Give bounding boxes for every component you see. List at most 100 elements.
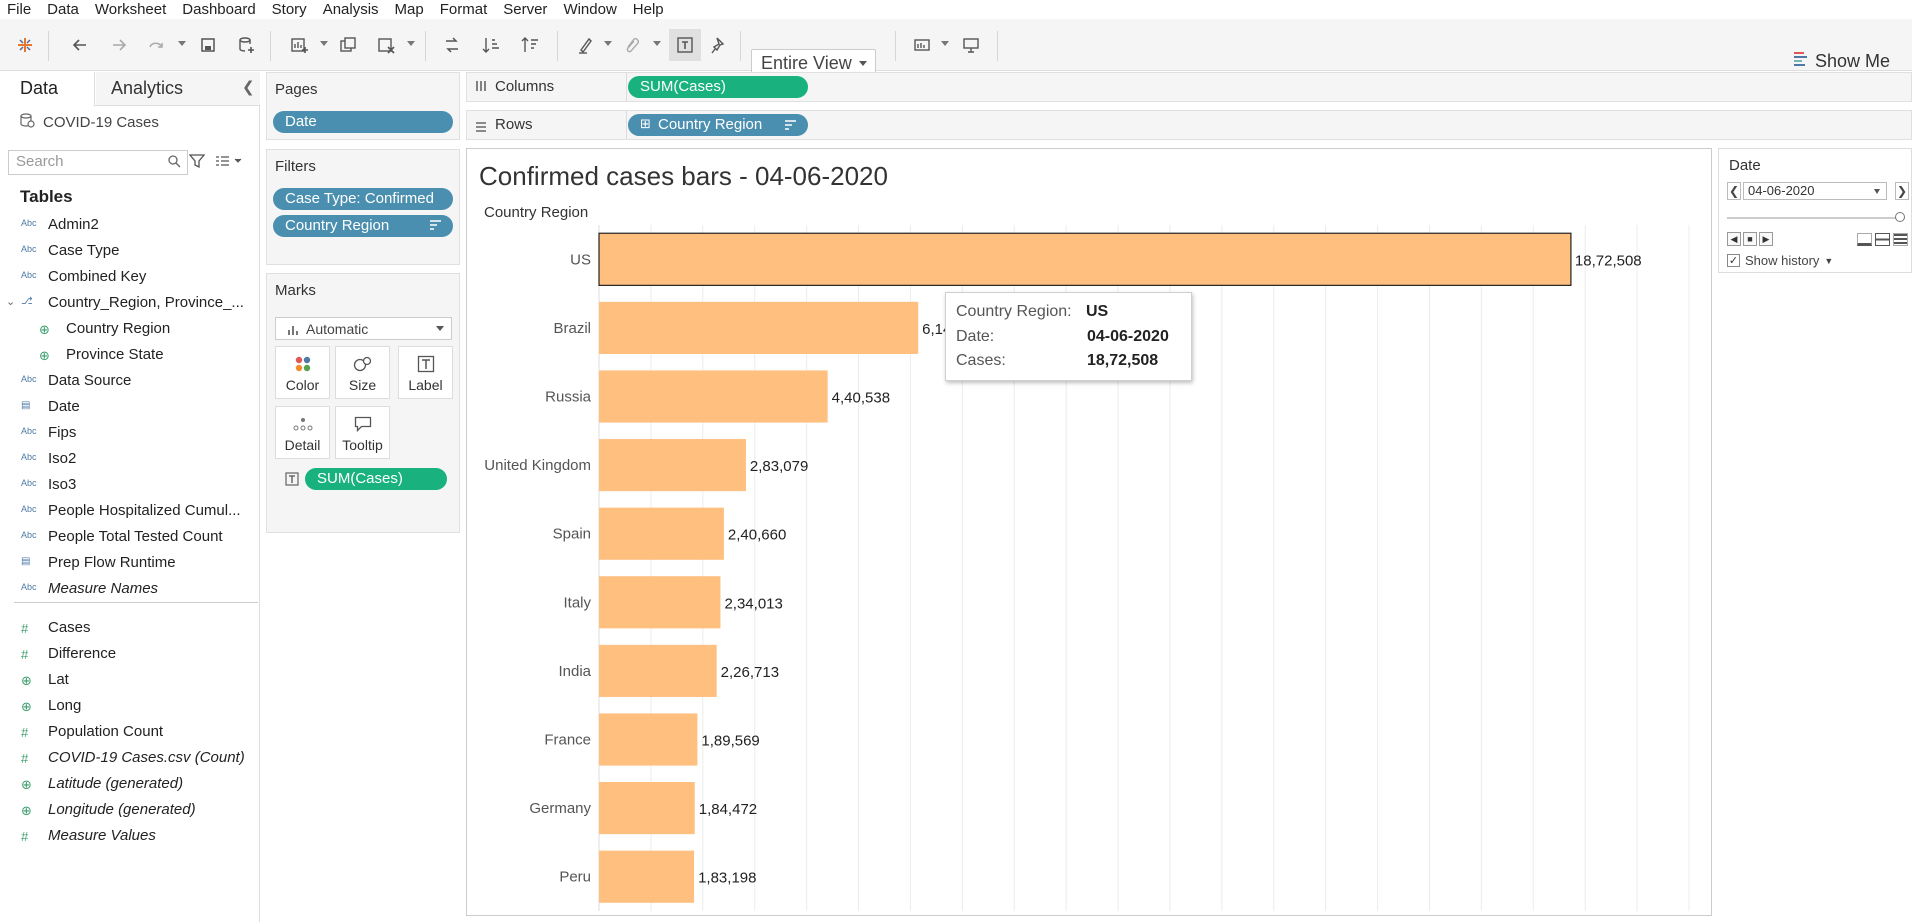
dimension-field[interactable]: Abc Data Source	[0, 371, 258, 393]
swap-rows-columns-icon[interactable]	[440, 33, 464, 57]
measure-field[interactable]: # COVID-19 Cases.csv (Count)	[0, 748, 258, 770]
filter-pill-case-type[interactable]: Case Type: Confirmed	[273, 188, 453, 210]
bar-brazil[interactable]	[599, 301, 919, 354]
tab-data[interactable]: Data	[0, 72, 95, 106]
presentation-mode-icon[interactable]	[959, 33, 983, 57]
menu-item-map[interactable]: Map	[394, 1, 424, 18]
speed-medium-icon[interactable]	[1875, 233, 1890, 246]
menu-item-help[interactable]: Help	[632, 1, 664, 18]
speed-fast-icon[interactable]	[1893, 233, 1908, 246]
bar-us[interactable]	[598, 232, 1572, 286]
dimension-field[interactable]: Abc Case Type	[0, 241, 258, 263]
marks-tooltip-button[interactable]: Tooltip	[335, 406, 390, 459]
stop-icon[interactable]: ■	[1743, 232, 1757, 246]
duplicate-sheet-icon[interactable]	[336, 33, 360, 57]
bar-russia[interactable]	[599, 370, 828, 423]
bar-spain[interactable]	[599, 507, 724, 560]
show-history-toggle[interactable]: ✓ Show history ▼	[1727, 253, 1833, 268]
menu-item-analysis[interactable]: Analysis	[322, 1, 379, 18]
measure-field[interactable]: ⊕ Long	[0, 696, 258, 718]
highlight-icon[interactable]	[574, 33, 598, 57]
measure-field[interactable]: ⊕ Longitude (generated)	[0, 800, 258, 822]
fix-axes-icon[interactable]	[707, 33, 731, 57]
search-input[interactable]: Search	[8, 150, 188, 175]
dimension-field[interactable]: Abc Fips	[0, 423, 258, 445]
bar-italy[interactable]	[599, 576, 721, 629]
sort-descending-icon[interactable]	[518, 33, 542, 57]
pages-pill-date[interactable]: Date	[273, 111, 453, 133]
sort-ascending-icon[interactable]	[479, 33, 503, 57]
dimension-field[interactable]: Abc Iso3	[0, 475, 258, 497]
measure-field[interactable]: # Difference	[0, 644, 258, 666]
category-label[interactable]: Russia	[545, 389, 592, 406]
rows-pill-country-region[interactable]: ⊞ Country Region	[628, 114, 808, 136]
filter-pill-country-region[interactable]: Country Region	[273, 215, 453, 237]
marks-label-button[interactable]: Label	[398, 346, 453, 399]
category-label[interactable]: France	[544, 732, 591, 749]
page-slider-handle[interactable]	[1895, 212, 1905, 222]
speed-slow-icon[interactable]	[1857, 233, 1872, 246]
collapse-hierarchy-icon[interactable]: ⌄	[6, 296, 16, 308]
category-label[interactable]: India	[558, 663, 591, 680]
bar-united-kingdom[interactable]	[599, 439, 746, 492]
next-page-button[interactable]: ❯	[1895, 182, 1909, 200]
collapse-pane-icon[interactable]: ❮	[242, 79, 255, 96]
marks-detail-button[interactable]: Detail	[275, 406, 330, 459]
dimension-field[interactable]: Abc People Total Tested Count	[0, 527, 258, 549]
show-mark-labels-icon[interactable]	[669, 29, 701, 61]
clear-sheet-icon[interactable]	[374, 33, 398, 57]
menu-item-format[interactable]: Format	[439, 1, 488, 18]
marks-pill-sum-cases[interactable]: SUM(Cases)	[305, 468, 447, 490]
page-select[interactable]: 04-06-2020	[1743, 182, 1887, 200]
menu-item-file[interactable]: File	[7, 1, 32, 18]
redo-dropdown-icon[interactable]	[145, 33, 169, 57]
group-members-icon[interactable]	[620, 33, 644, 57]
view-options-icon[interactable]	[215, 154, 245, 171]
dimension-field[interactable]: ▤ Prep Flow Runtime	[0, 553, 258, 575]
undo-icon[interactable]	[68, 33, 92, 57]
bar-peru[interactable]	[599, 850, 695, 903]
marks-size-button[interactable]: Size	[335, 346, 390, 399]
category-label[interactable]: Italy	[563, 594, 591, 611]
dimension-field[interactable]: ⊕ Country Region	[0, 319, 258, 341]
menu-item-worksheet[interactable]: Worksheet	[94, 1, 167, 18]
columns-pill-sum-cases[interactable]: SUM(Cases)	[628, 76, 808, 98]
chevron-down-icon[interactable]: ▼	[1824, 255, 1834, 266]
menu-item-data[interactable]: Data	[47, 1, 79, 18]
menu-item-server[interactable]: Server	[503, 1, 548, 18]
bar-france[interactable]	[599, 713, 698, 766]
show-me-button[interactable]: Show Me	[1794, 51, 1890, 72]
dimension-field[interactable]: ⊕ Province State	[0, 345, 258, 367]
bar-india[interactable]	[599, 644, 717, 697]
measure-field[interactable]: ⊕ Latitude (generated)	[0, 774, 258, 796]
measure-field[interactable]: # Cases	[0, 618, 258, 640]
previous-page-button[interactable]: ❮	[1727, 182, 1741, 200]
category-label[interactable]: Germany	[529, 800, 591, 817]
play-backward-icon[interactable]: ◀	[1727, 232, 1741, 246]
category-label[interactable]: US	[570, 251, 591, 268]
checkbox-checked-icon[interactable]: ✓	[1727, 254, 1740, 267]
menu-item-window[interactable]: Window	[563, 1, 617, 18]
page-slider[interactable]	[1727, 217, 1905, 219]
dimension-field[interactable]: ⎇ Country_Region, Province_... ⌄	[0, 293, 258, 315]
play-forward-icon[interactable]: ▶	[1759, 232, 1773, 246]
new-datasource-icon[interactable]	[234, 33, 258, 57]
category-label[interactable]: Brazil	[553, 320, 591, 337]
tableau-logo-icon[interactable]	[13, 33, 37, 57]
marks-color-button[interactable]: Color	[275, 346, 330, 399]
tab-analytics[interactable]: Analytics	[96, 72, 260, 105]
dimension-field[interactable]: ▤ Date	[0, 397, 258, 419]
dimension-field[interactable]: Abc Combined Key	[0, 267, 258, 289]
save-icon[interactable]	[196, 33, 220, 57]
measure-field[interactable]: # Population Count	[0, 722, 258, 744]
category-label[interactable]: Spain	[553, 526, 591, 543]
measure-field[interactable]: # Measure Values	[0, 826, 258, 848]
dimension-field[interactable]: Abc Measure Names	[0, 579, 258, 601]
dimension-field[interactable]: Abc Admin2	[0, 215, 258, 237]
dimension-field[interactable]: Abc People Hospitalized Cumul...	[0, 501, 258, 523]
category-label[interactable]: Peru	[559, 869, 591, 886]
new-worksheet-icon[interactable]	[287, 33, 311, 57]
show-cards-icon[interactable]	[910, 33, 934, 57]
mark-type-dropdown[interactable]: Automatic	[275, 317, 452, 340]
datasource-item[interactable]: COVID-19 Cases	[20, 113, 159, 132]
